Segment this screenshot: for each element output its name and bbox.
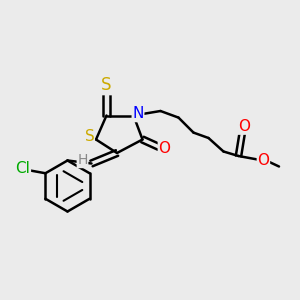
Text: N: N	[132, 106, 144, 122]
Text: S: S	[85, 129, 94, 144]
Text: O: O	[158, 141, 170, 156]
Text: O: O	[238, 119, 250, 134]
Text: Cl: Cl	[16, 161, 30, 176]
Text: O: O	[257, 153, 269, 168]
Text: S: S	[101, 76, 112, 94]
Text: H: H	[77, 154, 88, 167]
